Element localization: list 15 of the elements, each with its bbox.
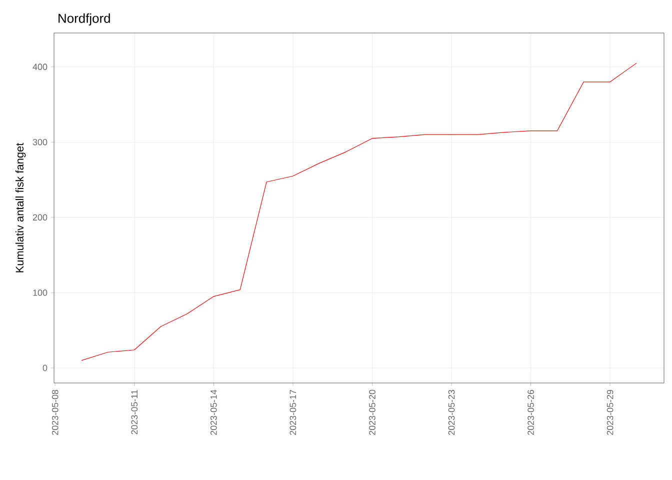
y-tick-label: 0 bbox=[42, 364, 48, 372]
y-tick-label: 300 bbox=[32, 138, 48, 146]
chart-title: Nordfjord bbox=[58, 13, 110, 26]
x-tick-label: 2023-05-08 bbox=[52, 390, 58, 435]
x-tick-label: 2023-05-17 bbox=[290, 390, 296, 435]
y-axis-title: Kumulativ antall fisk fanget bbox=[15, 142, 26, 272]
x-tick-label: 2023-05-26 bbox=[528, 390, 534, 435]
y-tick-label: 200 bbox=[32, 214, 48, 221]
y-tick-label: 400 bbox=[32, 64, 48, 70]
x-tick-label: 2023-05-11 bbox=[131, 390, 138, 434]
y-tick-label: 100 bbox=[33, 289, 48, 296]
x-tick-label: 2023-05-23 bbox=[448, 390, 455, 435]
x-tick-label: 2023-05-20 bbox=[369, 390, 376, 435]
x-tick-label: 2023-05-29 bbox=[606, 390, 614, 435]
x-tick-label: 2023-05-14 bbox=[210, 390, 217, 435]
